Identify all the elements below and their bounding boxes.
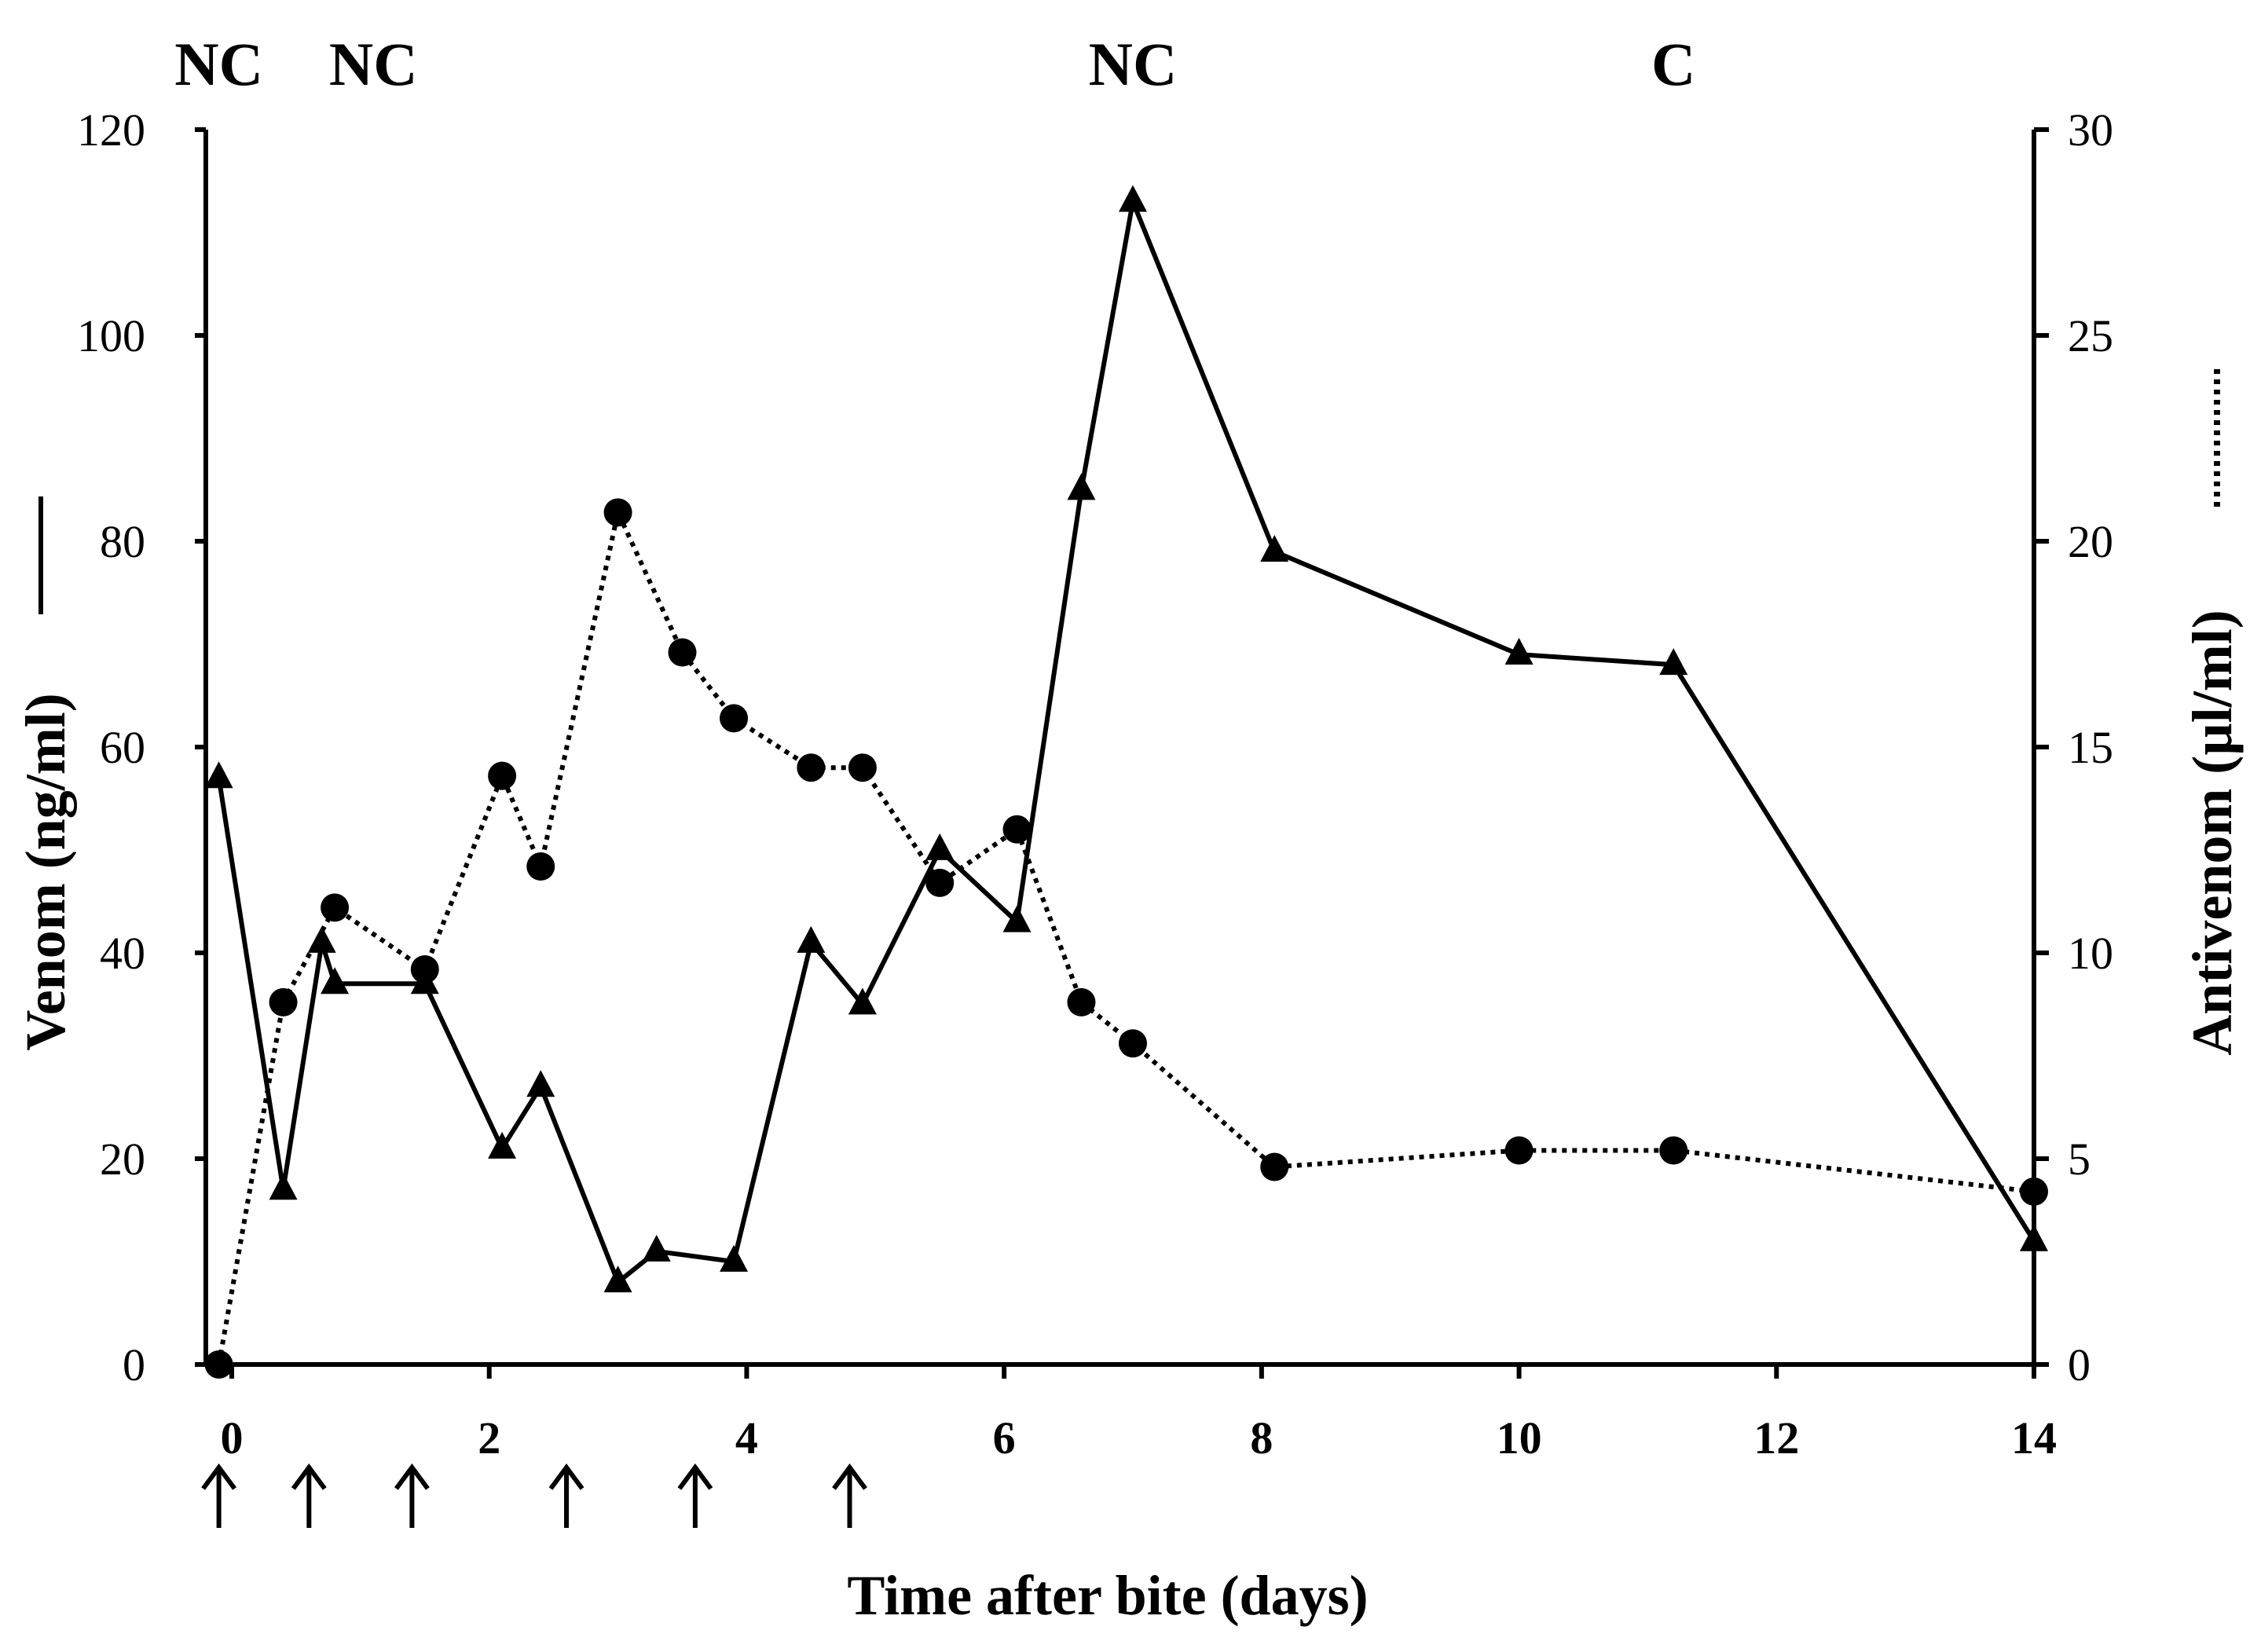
x-ticks: 0 2 4 6 8 10 12 14	[221, 1364, 2057, 1463]
antivenom-line	[216, 504, 2035, 1365]
right-y-tick-label: 5	[2068, 1134, 2091, 1185]
venom-point	[642, 1234, 671, 1262]
antivenom-point	[1119, 1029, 1147, 1058]
venom-point	[1002, 905, 1032, 932]
antivenom-point	[848, 753, 877, 782]
antivenom-point	[925, 868, 955, 897]
venom-point	[720, 1244, 749, 1272]
venom-point	[1067, 473, 1096, 500]
antivenom-point	[269, 987, 298, 1016]
top-label: NC	[1089, 30, 1178, 98]
x-tick-label: 0	[221, 1412, 244, 1463]
top-label: C	[1651, 30, 1695, 98]
antivenom-point	[1659, 1136, 1688, 1165]
venom-point	[526, 1070, 555, 1097]
left-y-tick-label: 20	[100, 1134, 145, 1185]
antivenom-point	[720, 704, 749, 733]
venom-point	[603, 1266, 632, 1293]
antivenom-point	[204, 1350, 233, 1379]
venom-line	[216, 192, 2036, 1287]
antivenom-point	[321, 893, 350, 922]
dose-arrow	[677, 1463, 713, 1528]
right-y-axis-title: Antivenom (µl/ml)	[2181, 610, 2244, 1055]
venom-point	[269, 1173, 298, 1200]
dose-arrow	[394, 1463, 430, 1528]
x-axis-title: Time after bite (days)	[847, 1564, 1368, 1627]
top-labels: NC NC NC C	[174, 30, 1695, 98]
right-y-tick-label: 20	[2068, 516, 2113, 567]
right-y-ticks: 0 5 10 15 20 25 30	[2034, 104, 2113, 1390]
right-y-tick-label: 15	[2068, 722, 2113, 773]
left-y-tick-label: 80	[100, 516, 145, 567]
venom-point	[204, 761, 233, 789]
top-label: NC	[329, 30, 418, 98]
venom-point	[488, 1131, 517, 1159]
antivenom-point	[488, 761, 517, 790]
venom-point	[307, 925, 336, 953]
dose-arrow	[291, 1463, 327, 1528]
top-label: NC	[174, 30, 263, 98]
venom-point	[1119, 185, 1147, 212]
antivenom-point	[1002, 815, 1032, 844]
venom-point	[410, 967, 439, 994]
antivenom-point	[797, 753, 826, 782]
x-tick-label: 14	[2011, 1412, 2057, 1463]
dose-arrow	[201, 1463, 237, 1528]
antivenom-point	[1260, 1152, 1289, 1181]
right-y-tick-label: 30	[2068, 104, 2113, 156]
venom-point	[321, 967, 350, 994]
venom-point	[797, 925, 826, 953]
right-y-tick-label: 25	[2068, 310, 2113, 361]
dose-arrow	[832, 1463, 867, 1528]
axes	[203, 130, 2036, 1367]
left-y-tick-label: 100	[77, 310, 145, 361]
dose-arrow	[548, 1463, 584, 1528]
left-y-ticks: 0 20 40 60 80 100 120	[77, 104, 206, 1390]
right-y-tick-label: 10	[2068, 928, 2113, 979]
left-y-tick-label: 0	[123, 1339, 145, 1390]
venom-point	[848, 987, 877, 1015]
venom-point	[2020, 1224, 2048, 1251]
x-tick-label: 12	[1753, 1412, 1799, 1463]
antivenom-point	[2020, 1177, 2048, 1206]
left-y-tick-label: 120	[77, 104, 145, 156]
venom-point	[1260, 535, 1289, 562]
left-y-axis-title: Venom (ng/ml)	[14, 693, 77, 1050]
antivenom-series	[204, 498, 2048, 1379]
x-tick-label: 2	[478, 1412, 500, 1463]
x-tick-label: 6	[993, 1412, 1016, 1463]
x-tick-label: 8	[1250, 1412, 1273, 1463]
x-tick-label: 10	[1497, 1412, 1542, 1463]
venom-point	[925, 833, 955, 860]
left-y-tick-label: 40	[100, 928, 145, 979]
antivenom-dose-arrows	[201, 1463, 867, 1528]
antivenom-point	[668, 638, 697, 667]
x-tick-label: 4	[735, 1412, 758, 1463]
antivenom-point	[526, 852, 555, 881]
venom-series	[204, 185, 2048, 1293]
venom-point	[1659, 648, 1688, 676]
right-y-tick-label: 0	[2068, 1339, 2091, 1390]
antivenom-point	[603, 498, 632, 527]
venom-point	[1504, 638, 1534, 665]
antivenom-point	[1067, 987, 1096, 1016]
left-y-tick-label: 60	[100, 722, 145, 773]
antivenom-point	[1504, 1136, 1534, 1165]
